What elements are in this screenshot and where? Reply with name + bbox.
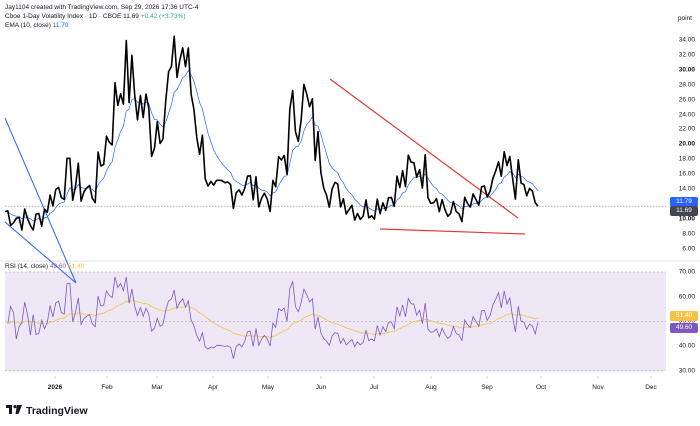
rsi-tick-label: 50.00 [678, 317, 695, 325]
price-tick-label: 18.00 [678, 155, 695, 163]
ema-legend[interactable]: EMA (10, close) 11.79 [5, 21, 198, 30]
price-tick-label: 24.00 [678, 111, 695, 118]
symbol-line: Cboe 1-Day Volatility Index · 1D · CBOE … [5, 12, 198, 21]
blue-trendline-lower[interactable] [4, 221, 77, 284]
last-price-badge: 11.69 [670, 206, 698, 217]
time-tick-label: 2026 [47, 384, 63, 391]
price-tick-label: 32.00 [678, 51, 695, 59]
time-tick-label: Aug [425, 384, 437, 391]
price-tick-label: 34.00 [678, 36, 695, 44]
rsi-ma-value: 51.40 [67, 263, 85, 270]
ema-badge: 11.79 [670, 197, 698, 208]
red-trendline-resistance[interactable] [329, 78, 519, 219]
blue-trendline-upper[interactable] [4, 117, 77, 284]
price-tick-label: 26.00 [678, 96, 695, 104]
ema-value: 11.79 [52, 22, 69, 29]
rsi-tick-label: 70.00 [678, 268, 695, 276]
rsi-line [7, 276, 539, 359]
price-tick-label: 22.00 [678, 125, 695, 133]
time-axis-ticks [54, 376, 652, 379]
tradingview-logo-icon [6, 405, 22, 417]
time-tick-label: Apr [207, 384, 219, 391]
price-tick-label: 6.00 [682, 245, 695, 253]
price-tick-label: 8.00 [682, 230, 695, 238]
time-tick-label: May [261, 384, 275, 391]
rsi-value-badge: 49.60 [670, 323, 698, 334]
time-tick-label: Jun [315, 384, 327, 391]
time-tick-label: Nov [592, 384, 604, 391]
last-price: 11.69 [123, 13, 139, 20]
author-line: Jay1104 created with TradingView.com, Se… [5, 4, 199, 11]
price-tick-label: 14.00 [678, 185, 695, 193]
rsi-label: RSI (14, close) [5, 263, 48, 270]
time-tick-label: Jul [369, 384, 379, 391]
time-tick-label: Mar [151, 384, 163, 391]
rsi-tick-label: 30.00 [678, 367, 695, 375]
price-unit-label: point [677, 15, 692, 22]
time-tick-label: Sep [481, 384, 493, 391]
brand-name: TradingView [26, 405, 88, 417]
time-tick-label: Oct [535, 384, 547, 391]
rsi-legend[interactable]: RSI (14, close) 49.60 51.40 [5, 263, 84, 270]
price-tick-label: 30.00 [678, 66, 695, 74]
rsi-band [5, 272, 666, 371]
price-line [4, 35, 539, 231]
price-tick-label: 10.00 [678, 215, 695, 223]
chart-header: Jay1104 created with TradingView.com, Se… [5, 3, 198, 30]
red-trendline-support[interactable] [379, 228, 526, 235]
symbol-name[interactable]: Cboe 1-Day Volatility Index · 1D · CBOE [5, 13, 122, 20]
price-change: +0.42 (+3.73%) [140, 13, 186, 20]
price-tick-label: 20.00 [678, 140, 695, 148]
time-tick-label: Dec [645, 384, 657, 391]
price-tick-label: 28.00 [678, 81, 695, 89]
price-tick-label: 16.00 [678, 170, 695, 178]
rsi-tick-label: 40.00 [678, 342, 695, 350]
rsi-tick-label: 60.00 [678, 293, 695, 301]
brand-footer[interactable]: TradingView [6, 405, 88, 417]
ema-label: EMA (10, close) [5, 22, 51, 29]
rsi-ma-badge: 51.40 [670, 310, 698, 321]
time-tick-label: Feb [101, 384, 113, 391]
rsi-value: 49.60 [49, 263, 67, 270]
